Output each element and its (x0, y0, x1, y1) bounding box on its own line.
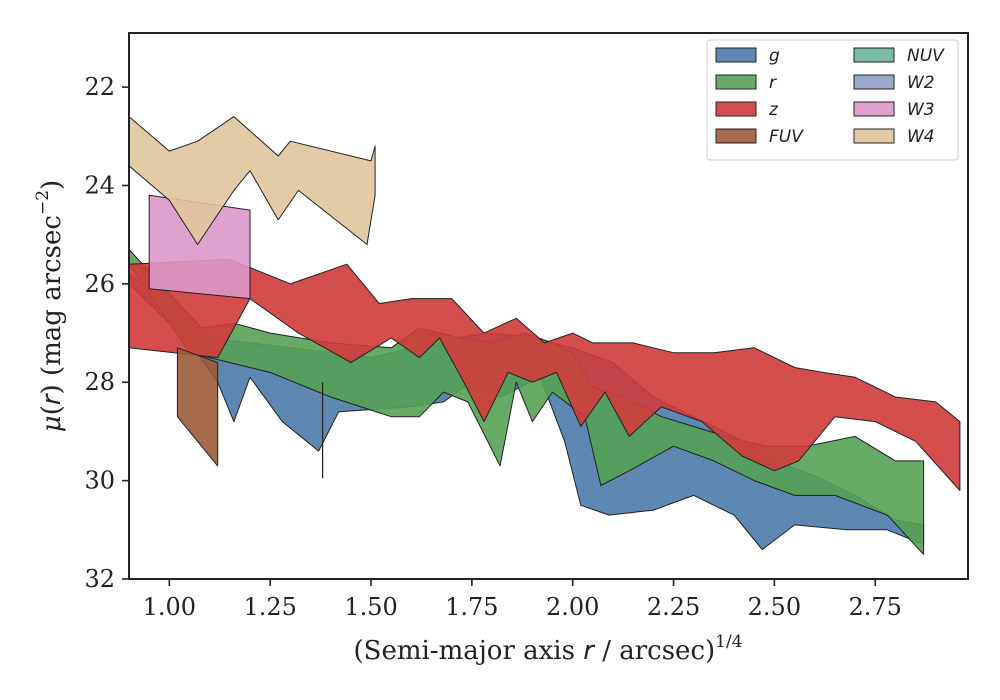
series-band-z (129, 258, 961, 491)
legend-label-g: g (769, 46, 780, 66)
legend-label-z: z (768, 100, 779, 120)
x-axis-label-var: r (583, 636, 596, 666)
legend-label-w3: W3 (907, 100, 935, 120)
y-axis-label-mu: μ (37, 415, 67, 432)
legend-label-w4: W4 (907, 127, 935, 147)
legend-swatch-nuv (853, 47, 895, 63)
x-tick-label: 2.00 (546, 593, 599, 621)
x-axis-label: (Semi-major axis r / arcsec)1/4 (353, 632, 742, 666)
y-tick-label: 30 (84, 467, 115, 495)
x-tick-label: 1.75 (445, 593, 498, 621)
y-axis-label-unit: (mag arcsec (37, 215, 67, 384)
y-tick-label: 26 (84, 270, 115, 298)
y-axis-label-close: ) (37, 180, 67, 190)
x-tick-label: 2.75 (849, 593, 902, 621)
y-axis-label-paren-close: ) (37, 384, 67, 394)
legend-swatch-r (715, 74, 757, 90)
legend-swatch-fuv (715, 128, 757, 144)
legend-frame (706, 39, 959, 161)
legend-label-r: r (769, 73, 777, 93)
y-tick-label: 22 (84, 73, 115, 101)
legend-label-nuv: NUV (907, 46, 945, 66)
legend-swatch-w2 (853, 74, 895, 90)
x-tick-label: 1.00 (143, 593, 196, 621)
x-axis-label-sup: 1/4 (715, 632, 742, 652)
legend: grz FUV NUV W2 W3 W4 (706, 39, 959, 161)
y-tick-label: 28 (84, 368, 115, 396)
legend-swatch-g (715, 47, 757, 63)
legend-label-fuv: FUV (769, 127, 804, 147)
x-tick-label: 2.25 (647, 593, 700, 621)
x-axis-label-prefix: (Semi-major axis (353, 636, 583, 666)
x-tick-label: 1.25 (243, 593, 296, 621)
series-band-w4 (129, 116, 376, 245)
legend-label-w2: W2 (907, 73, 935, 93)
series-band-fuv (176, 347, 219, 467)
x-axis-label-suffix: / arcsec) (594, 636, 715, 666)
legend-swatch-w3 (853, 101, 895, 117)
y-tick-label: 32 (84, 565, 115, 593)
legend-swatch-w4 (853, 128, 895, 144)
y-axis-label-var: r (37, 392, 67, 405)
legend-swatch-z (715, 101, 757, 117)
y-axis-label-paren-open: ( (37, 405, 67, 415)
x-tick-label: 1.50 (344, 593, 397, 621)
plot-frame (128, 32, 969, 580)
y-tick-label: 24 (84, 171, 115, 199)
y-axis-label-sup: −2 (33, 190, 53, 215)
x-tick-label: 2.50 (748, 593, 801, 621)
y-axis-label: μ(r) (mag arcsec−2) (33, 180, 67, 432)
